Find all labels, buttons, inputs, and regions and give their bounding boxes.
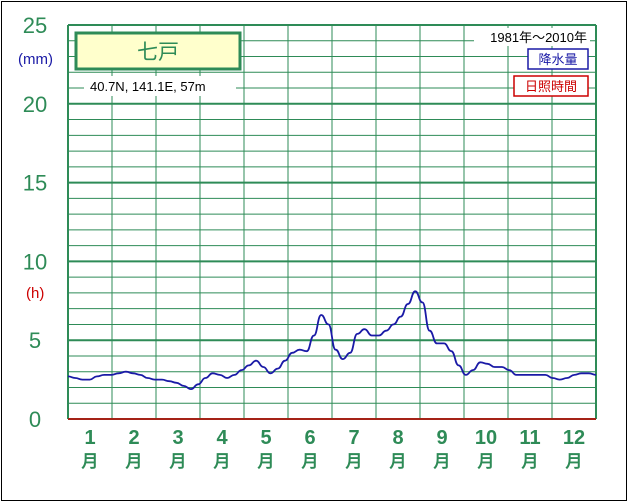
station-title: 七戸: [137, 40, 179, 64]
x-tick-label: 1: [84, 427, 95, 449]
x-tick-label: 6: [304, 427, 315, 449]
legend-precip-label: 降水量: [538, 53, 577, 68]
location-text: 40.7N, 141.1E, 57m: [90, 79, 206, 94]
x-tick-label: 5: [260, 427, 271, 449]
station-title-box: 七戸: [74, 31, 242, 71]
y-tick-label: 20: [23, 92, 47, 117]
y-axis-ticks: 0 5 10 15 20 25: [23, 13, 47, 432]
x-tick-label: 7: [348, 427, 359, 449]
period-text: 1981年〜2010年: [490, 30, 587, 45]
x-tick-label-unit: 月: [81, 452, 99, 472]
x-tick-label: 3: [172, 427, 183, 449]
x-tick-label-unit: 月: [169, 452, 187, 472]
x-tick-label: 12: [563, 427, 585, 449]
x-tick-label: 9: [436, 427, 447, 449]
y-tick-label: 0: [29, 407, 41, 432]
x-tick-label-unit: 月: [345, 452, 363, 472]
x-tick-label: 11: [519, 427, 540, 449]
legend: 降水量 日照時間: [513, 48, 589, 97]
location-bg: [84, 76, 236, 96]
y-tick-label: 5: [29, 328, 41, 353]
x-tick-label: 10: [475, 427, 497, 449]
x-axis-ticks: 1 月 2 月 3 月 4 月 5 月 6 月 7 月 8 月 9 月 10 月 11 月 12 月: [81, 427, 586, 472]
x-tick-label: 2: [128, 427, 139, 449]
x-tick-label-unit: 月: [301, 452, 319, 472]
legend-precip-box: [527, 48, 589, 70]
x-tick-label-unit: 月: [521, 452, 539, 472]
x-tick-label-unit: 月: [433, 452, 451, 472]
precipitation-line: [67, 290, 597, 391]
x-tick-label: 4: [216, 427, 228, 449]
x-tick-label-unit: 月: [125, 452, 143, 472]
y-tick-label: 25: [23, 13, 47, 38]
y-tick-label: 10: [23, 249, 47, 274]
y-tick-label: 15: [23, 171, 47, 196]
unit-label-h: (h): [26, 285, 44, 302]
x-tick-label-unit: 月: [565, 452, 583, 472]
legend-sunshine-label: 日照時間: [525, 80, 577, 95]
x-tick-label-unit: 月: [257, 452, 275, 472]
legend-sunshine-box: [513, 75, 589, 97]
x-tick-label: 8: [392, 427, 403, 449]
x-tick-label-unit: 月: [213, 452, 231, 472]
x-tick-label-unit: 月: [477, 452, 495, 472]
unit-label-mm: (mm): [18, 51, 53, 68]
x-tick-label-unit: 月: [389, 452, 407, 472]
period-bg: [474, 28, 590, 46]
